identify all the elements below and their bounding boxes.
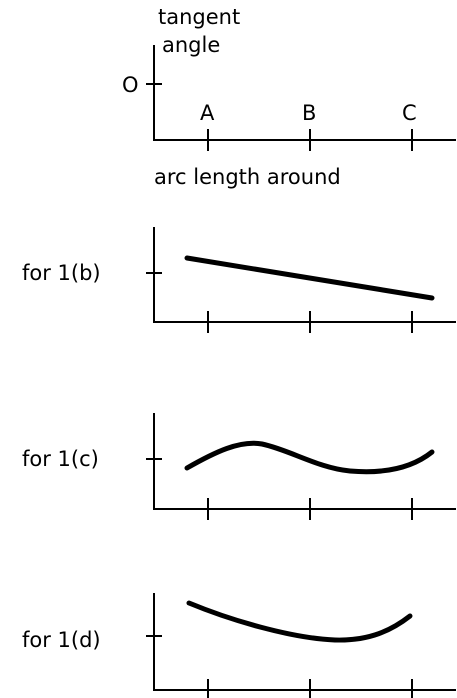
zero-label: O [122,73,139,97]
tangent-angle-curve [184,255,435,301]
tick-label-c: C [402,101,417,125]
reference-panel: tangent angle O A B C arc length around [122,5,456,189]
panel-1d: for 1(d) [22,593,456,698]
tangent-angle-curve [184,440,435,475]
panel-label-1c: for 1(c) [22,447,99,471]
panel-label-1b: for 1(b) [22,261,101,285]
y-axis-label-line1: tangent [158,5,240,29]
x-axis-label: arc length around [154,165,341,189]
tick-label-b: B [302,101,316,125]
panel-1b: for 1(b) [22,227,456,333]
tangent-angle-curve [186,600,413,643]
panel-1c: for 1(c) [22,413,456,520]
panel-label-1d: for 1(d) [22,628,101,652]
tick-label-a: A [200,101,215,125]
y-axis-label-line2: angle [162,33,220,57]
